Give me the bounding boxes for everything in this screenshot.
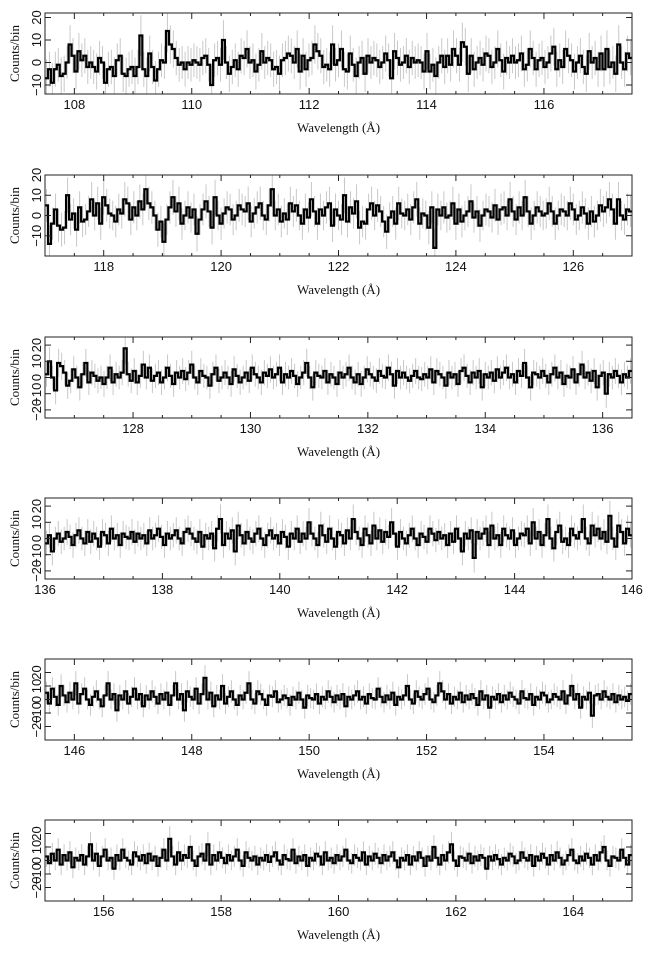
y-tick-label-3-1: −10 bbox=[29, 383, 44, 405]
y-axis-label-1: Counts/bin bbox=[7, 24, 22, 82]
x-tick-label-6-1: 158 bbox=[210, 904, 232, 919]
x-tick-label-1-1: 110 bbox=[181, 97, 202, 112]
x-tick-label-1-0: 108 bbox=[63, 97, 85, 112]
x-tick-label-3-1: 130 bbox=[240, 421, 262, 436]
x-axis-label-4: Wavelength (Å) bbox=[297, 605, 380, 620]
y-tick-label-5-0: −20 bbox=[29, 715, 44, 737]
x-tick-label-2-0: 118 bbox=[93, 259, 114, 274]
x-tick-label-2-1: 120 bbox=[210, 259, 232, 274]
x-tick-label-3-2: 132 bbox=[357, 421, 379, 436]
y-tick-label-3-0: −20 bbox=[29, 399, 44, 421]
y-tick-label-2-1: 0 bbox=[29, 212, 44, 219]
y-tick-label-3-4: 20 bbox=[29, 338, 44, 352]
x-tick-label-6-0: 156 bbox=[93, 904, 115, 919]
x-tick-label-1-4: 116 bbox=[534, 97, 555, 112]
y-tick-label-3-3: 10 bbox=[29, 354, 44, 368]
y-axis-label-3: Counts/bin bbox=[7, 348, 22, 406]
x-tick-label-1-2: 112 bbox=[299, 97, 320, 112]
y-tick-label-1-0: −10 bbox=[29, 74, 44, 96]
x-tick-label-6-3: 162 bbox=[445, 904, 467, 919]
x-tick-label-5-1: 148 bbox=[181, 743, 203, 758]
y-tick-label-6-0: −20 bbox=[29, 876, 44, 898]
y-axis-label-4: Counts/bin bbox=[7, 509, 22, 567]
x-tick-label-2-2: 122 bbox=[328, 259, 350, 274]
x-axis-label-6: Wavelength (Å) bbox=[297, 927, 380, 942]
y-tick-label-2-0: −10 bbox=[29, 225, 44, 247]
y-axis-label-5: Counts/bin bbox=[7, 670, 22, 728]
y-tick-label-6-1: −10 bbox=[29, 863, 44, 885]
spectrum-line-3 bbox=[45, 347, 632, 395]
panel-2: 118 120 122 124 126 −10 0 10 20 Counts/bin Wavelen… bbox=[7, 168, 633, 297]
panel-4: 136 138 140 142 144 146 −20−10 0 10 20 Counts/bin W… bbox=[7, 497, 643, 620]
x-tick-label-4-0: 136 bbox=[34, 582, 56, 597]
y-tick-label-6-4: 20 bbox=[29, 826, 44, 840]
x-tick-label-5-4: 154 bbox=[533, 743, 555, 758]
x-tick-label-4-2: 140 bbox=[269, 582, 291, 597]
x-tick-label-4-5: 146 bbox=[621, 582, 643, 597]
x-tick-label-5-3: 152 bbox=[416, 743, 438, 758]
x-tick-label-4-3: 142 bbox=[386, 582, 408, 597]
y-tick-label-5-1: −10 bbox=[29, 702, 44, 724]
spectrum-line-1 bbox=[45, 29, 632, 87]
y-tick-label-5-2: 0 bbox=[29, 696, 44, 703]
y-tick-label-1-1: 0 bbox=[29, 59, 44, 66]
spectrum-line-5 bbox=[45, 676, 632, 717]
x-tick-label-6-2: 160 bbox=[328, 904, 350, 919]
x-axis-label-5: Wavelength (Å) bbox=[297, 766, 380, 781]
x-axis-label-2: Wavelength (Å) bbox=[297, 282, 380, 297]
y-tick-label-2-3: 20 bbox=[29, 168, 44, 182]
x-tick-label-4-4: 144 bbox=[504, 582, 526, 597]
y-axis-label-6: Counts/bin bbox=[7, 831, 22, 889]
y-tick-label-6-2: 0 bbox=[29, 857, 44, 864]
spectrum-line-2 bbox=[45, 188, 632, 249]
x-tick-label-2-3: 124 bbox=[445, 259, 467, 274]
y-tick-label-3-2: 0 bbox=[29, 374, 44, 381]
y-tick-label-5-3: 10 bbox=[29, 679, 44, 693]
x-tick-label-4-1: 138 bbox=[152, 582, 174, 597]
x-tick-label-3-3: 134 bbox=[474, 421, 496, 436]
x-tick-label-3-0: 128 bbox=[122, 421, 144, 436]
x-axis-label-1: Wavelength (Å) bbox=[297, 120, 380, 135]
y-axis-label-2: Counts/bin bbox=[7, 186, 22, 244]
x-tick-label-5-2: 150 bbox=[298, 743, 320, 758]
y-tick-label-4-3: 10 bbox=[29, 515, 44, 529]
y-tick-label-5-4: 20 bbox=[29, 665, 44, 679]
panel-1: 108 110 112 114 116 −10 0 10 20 Counts/bin Wavelen… bbox=[7, 10, 633, 135]
spectrum-line-6 bbox=[45, 837, 632, 870]
y-tick-label-6-3: 10 bbox=[29, 840, 44, 854]
y-tick-label-4-0: −20 bbox=[29, 560, 44, 582]
x-tick-label-1-3: 114 bbox=[416, 97, 437, 112]
y-tick-label-4-2: 0 bbox=[29, 535, 44, 542]
x-tick-label-3-4: 136 bbox=[592, 421, 614, 436]
y-tick-label-4-1: −10 bbox=[29, 544, 44, 566]
panel-3: 128 130 132 134 136 −20−10 0 10 20 Counts/bin Wave… bbox=[7, 336, 633, 459]
x-tick-label-6-4: 164 bbox=[562, 904, 584, 919]
x-tick-label-5-0: 146 bbox=[63, 743, 85, 758]
y-tick-label-1-2: 10 bbox=[29, 33, 44, 47]
spectrum-line-4 bbox=[45, 514, 632, 560]
x-tick-label-2-4: 126 bbox=[562, 259, 584, 274]
x-axis-label-3: Wavelength (Å) bbox=[297, 444, 380, 459]
y-tick-label-2-2: 10 bbox=[29, 188, 44, 202]
y-tick-label-4-4: 20 bbox=[29, 499, 44, 513]
y-tick-label-1-3: 20 bbox=[29, 10, 44, 24]
